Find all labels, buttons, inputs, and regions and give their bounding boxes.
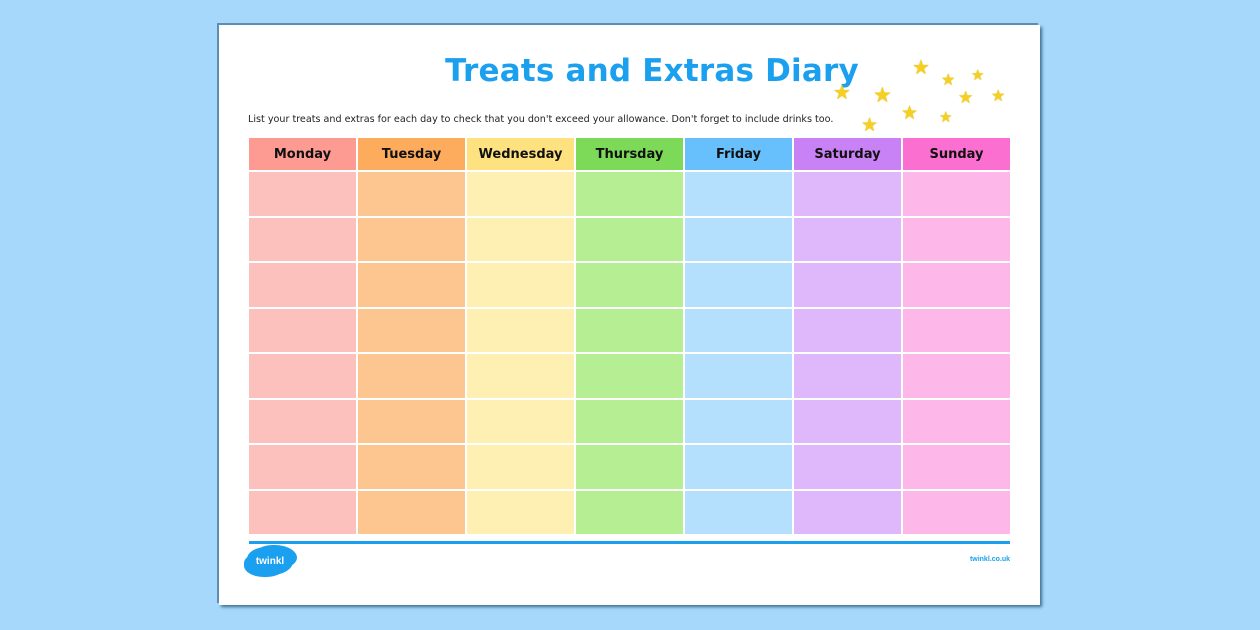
entry-cell[interactable]	[576, 490, 683, 534]
entry-cell[interactable]	[903, 308, 1010, 352]
day-header-friday: Friday	[685, 138, 792, 170]
day-header-sunday: Sunday	[903, 138, 1010, 170]
entry-cell[interactable]	[467, 399, 574, 443]
entry-cell[interactable]	[903, 217, 1010, 261]
entry-cell[interactable]	[794, 263, 901, 307]
entry-cell[interactable]	[249, 354, 356, 398]
entry-cell[interactable]	[358, 217, 465, 261]
entry-cell[interactable]	[467, 445, 574, 489]
entry-cell[interactable]	[685, 172, 792, 216]
day-column-wednesday: Wednesday	[467, 138, 574, 534]
instructions-text: List your treats and extras for each day…	[248, 114, 834, 125]
entry-cell[interactable]	[903, 399, 1010, 443]
entry-cell[interactable]	[685, 263, 792, 307]
star-icon: ★	[912, 57, 930, 79]
day-header-wednesday: Wednesday	[467, 138, 574, 170]
worksheet-page: Treats and Extras Diary List your treats…	[219, 25, 1040, 605]
entry-cell[interactable]	[467, 172, 574, 216]
stars-decoration: ★ ★ ★ ★ ★ ★ ★ ★ ★ ★	[819, 47, 1019, 137]
entry-cell[interactable]	[903, 490, 1010, 534]
entry-cell[interactable]	[249, 399, 356, 443]
entry-cell[interactable]	[685, 445, 792, 489]
entry-cell[interactable]	[467, 263, 574, 307]
entry-cell[interactable]	[685, 354, 792, 398]
entry-cell[interactable]	[685, 399, 792, 443]
day-column-sunday: Sunday	[903, 138, 1010, 534]
star-icon: ★	[833, 82, 851, 104]
entry-cell[interactable]	[794, 490, 901, 534]
entry-cell[interactable]	[794, 445, 901, 489]
entry-cell[interactable]	[794, 354, 901, 398]
entry-cell[interactable]	[249, 445, 356, 489]
entry-cell[interactable]	[576, 399, 683, 443]
entry-cell[interactable]	[576, 308, 683, 352]
day-column-tuesday: Tuesday	[358, 138, 465, 534]
entry-cell[interactable]	[685, 490, 792, 534]
day-column-monday: Monday	[249, 138, 356, 534]
entry-cell[interactable]	[249, 172, 356, 216]
footer-url: twinkl.co.uk	[969, 556, 1010, 563]
entry-cell[interactable]	[903, 172, 1010, 216]
page-title: Treats and Extras Diary	[445, 53, 859, 89]
star-icon: ★	[939, 109, 953, 126]
entry-cell[interactable]	[358, 172, 465, 216]
entry-cell[interactable]	[685, 217, 792, 261]
star-icon: ★	[861, 115, 879, 136]
entry-cell[interactable]	[358, 354, 465, 398]
day-column-thursday: Thursday	[576, 138, 683, 534]
day-header-thursday: Thursday	[576, 138, 683, 170]
entry-cell[interactable]	[576, 263, 683, 307]
entry-cell[interactable]	[794, 217, 901, 261]
entry-cell[interactable]	[358, 263, 465, 307]
entry-cell[interactable]	[467, 354, 574, 398]
day-column-friday: Friday	[685, 138, 792, 534]
entry-cell[interactable]	[249, 263, 356, 307]
entry-cell[interactable]	[794, 172, 901, 216]
footer-divider	[249, 541, 1010, 544]
star-icon: ★	[941, 72, 956, 89]
entry-cell[interactable]	[358, 308, 465, 352]
star-icon: ★	[901, 103, 919, 124]
day-header-tuesday: Tuesday	[358, 138, 465, 170]
star-icon: ★	[958, 88, 974, 107]
entry-cell[interactable]	[358, 399, 465, 443]
star-icon: ★	[991, 88, 1006, 105]
star-icon: ★	[971, 67, 985, 84]
entry-cell[interactable]	[685, 308, 792, 352]
entry-cell[interactable]	[467, 308, 574, 352]
entry-cell[interactable]	[249, 217, 356, 261]
entry-cell[interactable]	[903, 445, 1010, 489]
star-icon: ★	[873, 84, 892, 107]
diary-table: Monday Tuesday Wednesday Thursday Friday Satu…	[249, 138, 1010, 534]
day-header-saturday: Saturday	[794, 138, 901, 170]
entry-cell[interactable]	[576, 172, 683, 216]
day-column-saturday: Saturday	[794, 138, 901, 534]
entry-cell[interactable]	[576, 445, 683, 489]
entry-cell[interactable]	[249, 490, 356, 534]
entry-cell[interactable]	[576, 217, 683, 261]
entry-cell[interactable]	[358, 490, 465, 534]
entry-cell[interactable]	[249, 308, 356, 352]
entry-cell[interactable]	[903, 263, 1010, 307]
entry-cell[interactable]	[358, 445, 465, 489]
entry-cell[interactable]	[794, 399, 901, 443]
entry-cell[interactable]	[467, 217, 574, 261]
logo-text: twinkl	[255, 555, 285, 567]
day-header-monday: Monday	[249, 138, 356, 170]
entry-cell[interactable]	[576, 354, 683, 398]
entry-cell[interactable]	[903, 354, 1010, 398]
twinkl-logo: twinkl	[247, 547, 293, 575]
entry-cell[interactable]	[794, 308, 901, 352]
entry-cell[interactable]	[467, 490, 574, 534]
